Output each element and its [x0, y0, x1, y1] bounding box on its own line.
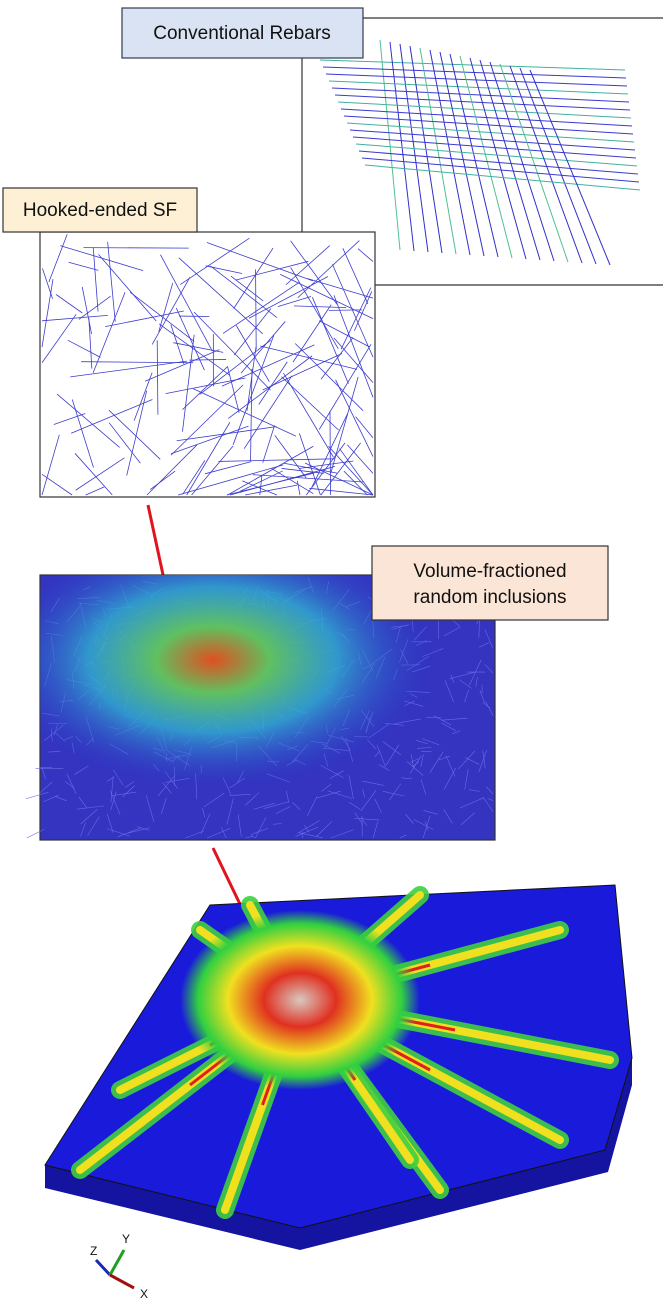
rebar	[380, 40, 400, 250]
inclusion-label: Volume-fractioned	[413, 561, 566, 582]
rebar	[362, 158, 639, 182]
rebar-mesh	[320, 40, 640, 265]
fiber-label: Hooked-ended SF	[23, 200, 177, 221]
slab	[45, 885, 632, 1250]
axis-label: Y	[122, 1232, 130, 1246]
rebar	[520, 68, 596, 264]
fiber	[84, 248, 189, 249]
fiber	[329, 310, 362, 311]
figure: Conventional Rebars Hooked-ended SF Volu…	[0, 0, 663, 1301]
axis-label: Z	[90, 1244, 97, 1258]
label-box	[372, 546, 608, 620]
damage-zone	[180, 910, 420, 1090]
rebar	[460, 56, 512, 258]
axis-label: X	[140, 1287, 148, 1301]
rebar	[450, 54, 498, 257]
rebar-label: Conventional Rebars	[153, 23, 330, 44]
fiber	[330, 411, 331, 495]
inclusion-label: random inclusions	[413, 587, 566, 608]
axis-triad	[96, 1250, 134, 1288]
